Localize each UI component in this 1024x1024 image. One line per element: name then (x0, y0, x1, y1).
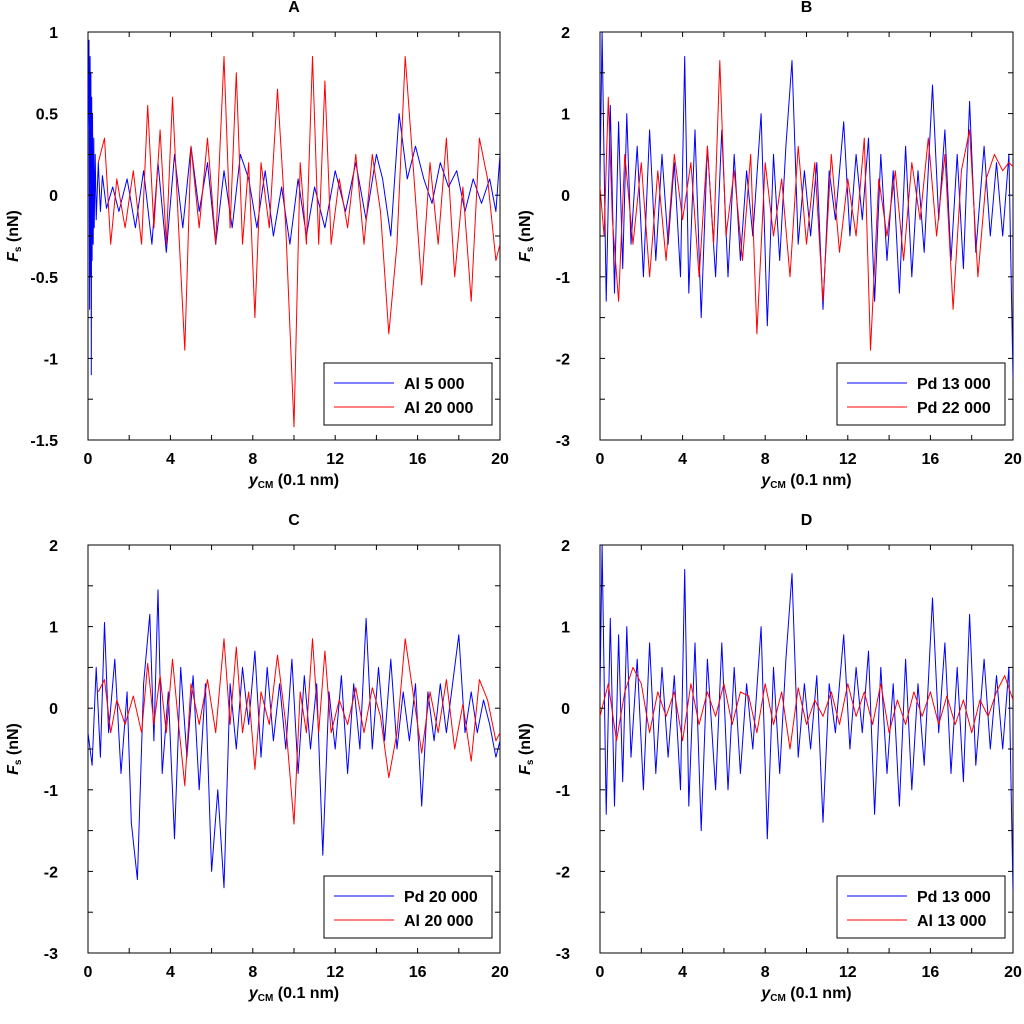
x-tick-label: 16 (409, 451, 427, 468)
x-axis-label: yCM (0.1 nm) (760, 472, 851, 491)
x-tick-label: 20 (491, 451, 509, 468)
legend-box (836, 875, 1006, 939)
panel-d: D 2 1 0 -1 -2 -3 0 4 8 12 16 20 yCM (0.1 nm) Fs (nN) Pd… (517, 512, 1022, 1004)
x-tick-label: 12 (839, 964, 857, 981)
y-tick-label: -3 (556, 946, 570, 963)
series-line-pd-20-000 (88, 589, 500, 889)
x-tick-label: 4 (166, 451, 175, 468)
legend: Pd 13 000 Pd 22 000 (836, 362, 1006, 426)
y-tick-label: -2 (556, 351, 570, 368)
x-tick-label: 8 (761, 964, 770, 981)
y-tick-label: 2 (561, 25, 570, 42)
y-tick-label: 1 (561, 107, 570, 124)
x-tick-label: 16 (922, 451, 940, 468)
x-tick-label: 12 (326, 964, 344, 981)
legend-label: Pd 13 000 (917, 376, 991, 393)
panel-label: B (801, 0, 813, 16)
x-tick-label: 4 (678, 451, 687, 468)
y-tick-label: -0.5 (30, 270, 58, 287)
y-axis-label: Fs (nN) (5, 210, 24, 262)
x-tick-label: 4 (678, 964, 687, 981)
legend: Pd 13 000 Al 13 000 (836, 875, 1006, 939)
y-tick-label: 0 (49, 188, 58, 205)
x-axis-label: yCM (0.1 nm) (248, 472, 339, 491)
y-tick-label: -1 (44, 783, 58, 800)
y-axis-label: Fs (nN) (517, 210, 536, 262)
legend-label: Al 5 000 (404, 376, 465, 393)
y-tick-label: 1 (49, 620, 58, 637)
x-tick-label: 8 (248, 964, 257, 981)
legend: Al 5 000 Al 20 000 (323, 362, 493, 426)
panel-a: A 1 0.5 0 -0.5 -1 -1.5 0 4 8 12 16 20 yCM (0.1 nm) Fs … (5, 0, 509, 491)
series-line-al-13-000 (600, 666, 1013, 750)
x-tick-label: 20 (1004, 964, 1022, 981)
y-tick-label: -3 (556, 433, 570, 450)
legend-label: Al 20 000 (404, 400, 473, 417)
legend-label: Pd 22 000 (917, 400, 991, 417)
x-tick-label: 12 (839, 451, 857, 468)
series-line-al-20-000 (97, 56, 500, 428)
y-tick-label: 1 (49, 25, 58, 42)
x-tick-label: 4 (166, 964, 175, 981)
legend-label: Al 13 000 (917, 913, 986, 930)
y-tick-label: -1 (556, 783, 570, 800)
x-tick-label: 0 (84, 451, 93, 468)
y-tick-label: -1 (556, 270, 570, 287)
y-axis-label: Fs (nN) (517, 723, 536, 775)
panel-b: B 2 1 0 -1 -2 -3 0 4 8 12 16 20 yCM (0.1 nm) Fs (nN) Pd… (517, 0, 1022, 491)
x-tick-label: 0 (596, 964, 605, 981)
panel-c: C 2 1 0 -1 -2 -3 0 4 8 12 16 20 yCM (0.1 nm) Fs (nN) Pd… (5, 512, 509, 1004)
x-tick-label: 20 (491, 964, 509, 981)
y-tick-label: -3 (44, 946, 58, 963)
y-tick-label: -1.5 (30, 433, 58, 450)
panel-label: D (801, 512, 813, 529)
x-tick-label: 0 (596, 451, 605, 468)
x-axis-label: yCM (0.1 nm) (248, 985, 339, 1004)
legend-box (836, 362, 1006, 426)
y-tick-label: -1 (44, 351, 58, 368)
panel-label: C (288, 512, 300, 529)
series-line-pd-13-000 (600, 32, 1013, 379)
x-tick-label: 12 (326, 451, 344, 468)
y-tick-label: 0 (49, 701, 58, 718)
series-line-pd-22-000 (600, 60, 1013, 351)
series-line-pd-13-000 (600, 545, 1013, 892)
x-axis-label: yCM (0.1 nm) (760, 985, 851, 1004)
x-tick-label: 20 (1004, 451, 1022, 468)
y-tick-label: -2 (556, 864, 570, 881)
legend-label: Pd 13 000 (917, 889, 991, 906)
y-tick-label: 1 (561, 620, 570, 637)
legend-label: Al 20 000 (404, 913, 473, 930)
series-line-al-5-000 (88, 39, 500, 376)
y-tick-label: -2 (44, 864, 58, 881)
y-tick-label: 0 (561, 188, 570, 205)
y-tick-label: 2 (49, 538, 58, 555)
panel-label: A (288, 0, 300, 16)
x-tick-label: 0 (84, 964, 93, 981)
y-tick-label: 0.5 (36, 107, 58, 124)
y-tick-label: 2 (561, 538, 570, 555)
series-line-al-20-000 (97, 638, 500, 825)
x-tick-label: 16 (922, 964, 940, 981)
y-tick-label: 0 (561, 701, 570, 718)
x-tick-label: 8 (248, 451, 257, 468)
x-tick-label: 16 (409, 964, 427, 981)
y-axis-label: Fs (nN) (5, 723, 24, 775)
legend-box (323, 362, 493, 426)
legend-box (323, 875, 493, 939)
legend-label: Pd 20 000 (404, 889, 478, 906)
x-tick-label: 8 (761, 451, 770, 468)
legend: Pd 20 000 Al 20 000 (323, 875, 493, 939)
